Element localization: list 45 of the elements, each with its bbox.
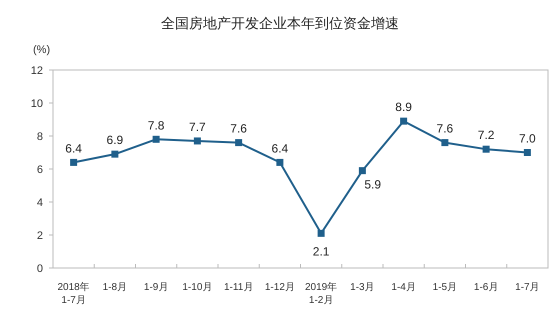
x-tick-label: 1-6月 bbox=[474, 282, 498, 293]
point bbox=[70, 158, 78, 166]
point bbox=[276, 158, 284, 166]
data-label: 7.2 bbox=[478, 128, 495, 142]
x-tick-label: 2019年 1-2月 bbox=[305, 281, 338, 306]
point bbox=[441, 139, 448, 146]
data-label: 6.9 bbox=[106, 133, 124, 148]
chart-title: 全国房地产开发企业本年到位资金增速 bbox=[161, 15, 399, 31]
data-label: 7.8 bbox=[148, 118, 165, 132]
y-axis-title: (%) bbox=[33, 44, 50, 56]
point bbox=[235, 139, 242, 146]
x-tick-label: 1-7月 bbox=[515, 282, 540, 293]
y-tick-label: 12 bbox=[30, 65, 43, 77]
data-label: 6.4 bbox=[272, 141, 289, 156]
x-tick-label: 1-5月 bbox=[432, 282, 458, 293]
point bbox=[524, 149, 531, 156]
y-tick-label: 2 bbox=[36, 230, 43, 242]
x-tick-label: 1-3月 bbox=[350, 282, 375, 293]
x-tick-label: 1-4月 bbox=[391, 282, 416, 293]
x-tick-label: 1-8月 bbox=[102, 282, 128, 293]
data-label: 6.4 bbox=[65, 141, 82, 156]
data-label: 2.1 bbox=[312, 244, 330, 258]
data-label: 8.9 bbox=[395, 100, 412, 114]
data-label: 7.7 bbox=[189, 120, 206, 134]
data-label: 7.6 bbox=[230, 122, 248, 136]
x-tick-label: 1-11月 bbox=[224, 282, 254, 293]
y-tick-label: 4 bbox=[36, 197, 43, 209]
y-tick-label: 6 bbox=[36, 164, 43, 176]
point bbox=[400, 118, 408, 125]
y-tick-label: 0 bbox=[36, 263, 43, 275]
x-tick-label: 1-9月 bbox=[144, 282, 168, 293]
point bbox=[318, 230, 325, 237]
data-label: 7.6 bbox=[436, 122, 454, 136]
y-tick-label: 8 bbox=[36, 131, 43, 143]
data-label: 5.9 bbox=[364, 178, 382, 192]
x-tick-label: 1-10月 bbox=[182, 282, 212, 293]
y-tick-label: 10 bbox=[30, 98, 43, 110]
point bbox=[358, 167, 366, 174]
point bbox=[111, 150, 118, 158]
x-tick-label: 1-12月 bbox=[264, 282, 295, 293]
point bbox=[482, 146, 490, 153]
x-tick-label: 2018年 1-7月 bbox=[58, 281, 90, 306]
point bbox=[152, 136, 160, 143]
data-label: 7.0 bbox=[519, 132, 536, 146]
point bbox=[194, 137, 201, 144]
